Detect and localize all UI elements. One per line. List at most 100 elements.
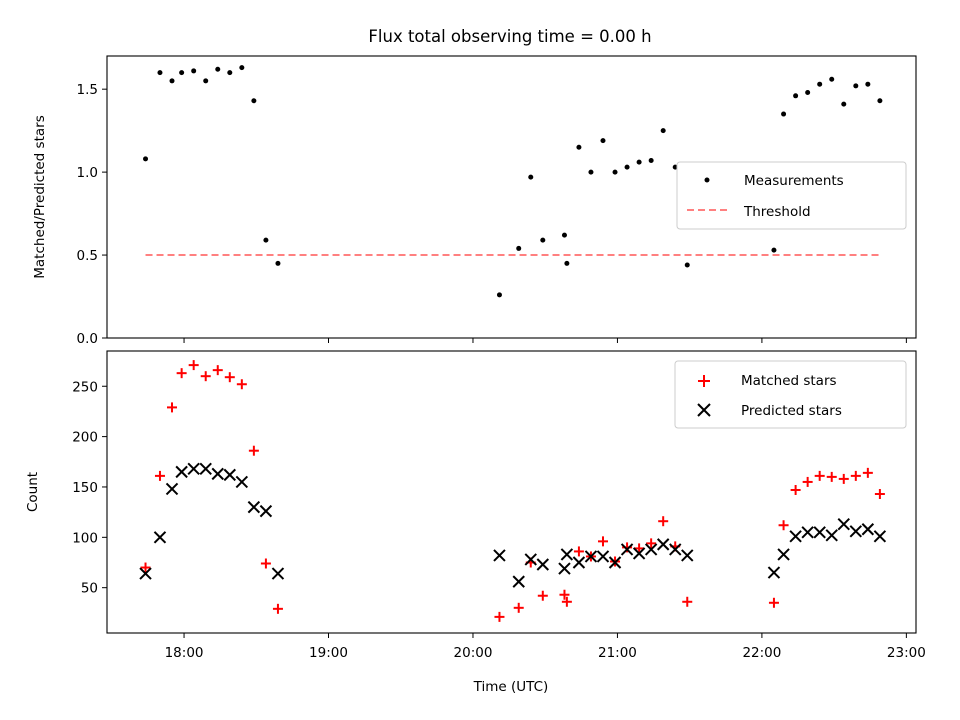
predicted-star-point <box>175 465 188 479</box>
predicted-star-point <box>223 468 237 482</box>
measurement-point <box>672 164 678 170</box>
top-legend-box <box>676 161 907 230</box>
matched-star-point <box>188 360 199 371</box>
top-axes-frame <box>106 55 917 339</box>
measurement-point <box>169 78 175 84</box>
measurement-point <box>564 260 570 266</box>
measurement-point <box>275 260 281 266</box>
measurement-point <box>239 65 245 71</box>
bottom-y-tick-label: 200 <box>72 430 98 446</box>
matched-stars-series <box>140 360 885 622</box>
matched-star-point <box>790 484 801 495</box>
bottom-y-tick-label: 50 <box>81 581 98 597</box>
x-tick-label: 18:00 <box>165 645 204 661</box>
matched-star-point <box>573 546 584 557</box>
bottom-y-tick-label: 100 <box>72 530 98 546</box>
predicted-star-point <box>247 500 261 514</box>
measurement-point <box>793 93 799 99</box>
matched-star-point <box>597 536 608 547</box>
predicted-star-point <box>512 575 525 588</box>
top-y-tick-label: 1.0 <box>77 165 98 181</box>
predicted-star-point <box>849 525 863 538</box>
measurement-point <box>540 237 546 243</box>
measurement-point <box>684 262 690 268</box>
matched-star-point <box>513 602 524 613</box>
matched-star-point <box>814 470 825 481</box>
measurement-point <box>203 78 209 84</box>
measurement-point <box>865 81 871 87</box>
measurement-point <box>227 70 233 76</box>
x-tick-label: 19:00 <box>309 645 348 661</box>
matched-star-point <box>768 597 779 608</box>
matched-star-point <box>862 467 873 478</box>
predicted-star-point <box>572 556 586 569</box>
legend-matched-marker <box>698 375 710 387</box>
top-y-tick-label: 0.5 <box>77 248 98 264</box>
measurement-point <box>263 237 269 243</box>
bottom-legend: Matched stars Predicted stars <box>674 360 907 429</box>
predicted-star-point <box>620 543 634 556</box>
measurement-point <box>781 111 787 117</box>
predicted-star-point <box>608 556 622 569</box>
measurement-point <box>771 247 777 253</box>
x-tick-label: 22:00 <box>742 645 781 661</box>
predicted-star-point <box>873 530 887 543</box>
legend-threshold-label: Threshold <box>743 204 811 220</box>
predicted-star-point <box>813 526 826 539</box>
matched-star-point <box>682 596 693 607</box>
bottom-y-tick-label: 150 <box>72 480 98 496</box>
predicted-star-point <box>596 550 610 563</box>
matched-star-point <box>200 371 211 382</box>
measurement-point <box>817 81 823 87</box>
matched-star-point <box>154 470 165 481</box>
measurement-point <box>829 76 835 82</box>
measurement-point <box>251 98 257 104</box>
measurement-point <box>191 68 197 74</box>
predicted-star-point <box>199 462 212 476</box>
predicted-star-point <box>801 526 814 539</box>
predicted-star-point <box>825 529 838 542</box>
matched-star-point <box>260 558 271 569</box>
matched-star-point <box>802 476 813 487</box>
predicted-stars-series <box>139 462 887 588</box>
matched-star-point <box>494 611 505 622</box>
measurement-point <box>612 169 618 175</box>
matched-star-point <box>658 516 669 527</box>
predicted-star-point <box>632 547 646 560</box>
predicted-star-point <box>271 567 285 580</box>
predicted-star-point <box>767 566 781 579</box>
matched-star-point <box>646 538 657 549</box>
predicted-star-point <box>560 548 574 561</box>
matched-star-point <box>140 562 151 573</box>
matched-star-point <box>826 471 837 482</box>
chart-title: Flux total observing time = 0.00 h <box>368 27 651 46</box>
matched-star-point <box>559 589 570 600</box>
matched-star-point <box>537 590 548 601</box>
legend-predicted-label: Predicted stars <box>741 403 842 419</box>
predicted-star-point <box>187 462 200 476</box>
measurement-point <box>648 158 654 164</box>
measurement-point <box>636 159 642 165</box>
matched-star-point <box>176 368 187 379</box>
matched-star-point <box>850 470 861 481</box>
matched-star-point <box>778 520 789 531</box>
matched-star-point <box>874 489 885 500</box>
top-y-tick-label: 1.5 <box>77 82 98 98</box>
legend-predicted-marker <box>697 403 711 417</box>
measurement-point <box>157 70 163 76</box>
measurement-point <box>179 70 185 76</box>
predicted-star-point <box>153 531 167 544</box>
legend-measurements-marker <box>704 177 710 183</box>
predicted-star-point <box>536 558 550 571</box>
x-axis-label: Time (UTC) <box>473 679 549 695</box>
measurement-point <box>660 128 666 134</box>
predicted-star-point <box>524 553 537 566</box>
matched-star-point <box>838 473 849 484</box>
predicted-star-point <box>493 549 506 562</box>
measurement-point <box>576 144 582 150</box>
measurement-point <box>496 292 502 298</box>
bottom-y-axis-label: Count <box>25 472 41 512</box>
measurement-point <box>561 232 567 238</box>
bottom-axes-frame <box>106 350 917 634</box>
